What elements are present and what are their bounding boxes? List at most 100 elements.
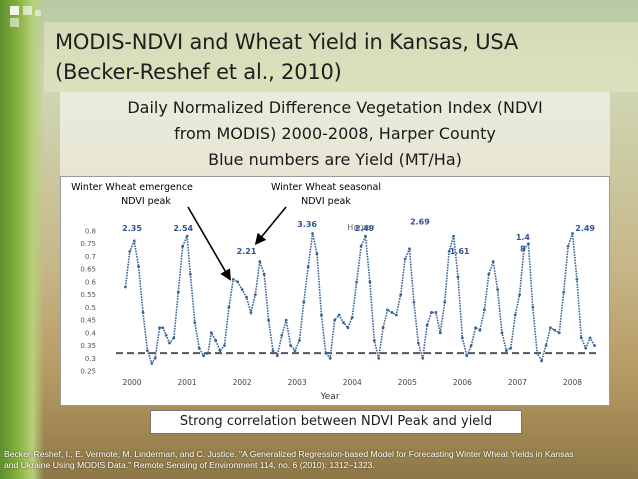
- ndvi-data-point: [172, 336, 176, 340]
- ndvi-data-point: [408, 247, 411, 251]
- ndvi-data-point: [549, 326, 552, 330]
- ndvi-data-point: [584, 346, 588, 350]
- ndvi-data-point: [227, 305, 231, 309]
- conclusion-text: Strong correlation between NDVI Peak and…: [179, 414, 493, 429]
- annotation-emergence-line-1: Winter Wheat emergence: [71, 182, 193, 193]
- ndvi-data-point: [421, 356, 425, 360]
- ndvi-data-point: [328, 356, 332, 360]
- ndvi-data-point: [364, 234, 367, 238]
- slide-title-line-2: (Becker-Reshef et al., 2010): [55, 60, 342, 84]
- ndvi-data-point: [128, 249, 132, 253]
- ndvi-data-point: [320, 313, 323, 317]
- x-tick-label: 2000: [122, 378, 141, 387]
- y-tick-label: 0.3: [85, 355, 96, 363]
- yield-label: 1.4: [516, 233, 531, 242]
- ndvi-data-point: [302, 300, 306, 304]
- ndvi-data-point: [124, 285, 127, 289]
- y-tick-label: 0.55: [80, 291, 96, 299]
- citation-line-1: Becker-Reshef, I., E. Vermote, M. Linder…: [4, 449, 574, 459]
- ndvi-data-point: [372, 339, 376, 342]
- x-tick-label: 2004: [343, 378, 362, 387]
- ndvi-data-point: [553, 328, 557, 332]
- ndvi-data-point: [540, 359, 544, 363]
- ndvi-data-point: [474, 326, 477, 330]
- decorative-square: [10, 6, 19, 15]
- ndvi-data-point: [460, 336, 464, 340]
- yield-label: 2.35: [122, 224, 142, 233]
- ndvi-data-point: [132, 239, 136, 243]
- ndvi-data-point: [240, 288, 244, 291]
- subtitle-line-1: Daily Normalized Difference Vegetation I…: [127, 98, 543, 117]
- ndvi-data-point: [218, 349, 222, 353]
- ndvi-data-point: [284, 318, 288, 322]
- annotation-emergence-line-2: NDVI peak: [121, 196, 171, 207]
- ndvi-data-point: [355, 280, 359, 284]
- ndvi-data-point: [430, 311, 433, 314]
- ndvi-data-point: [566, 244, 570, 248]
- ndvi-data-point: [412, 300, 416, 304]
- chart-background: [60, 176, 610, 406]
- ndvi-data-point: [544, 344, 548, 347]
- yield-label: 2.54: [173, 224, 193, 233]
- ndvi-data-point: [469, 344, 473, 347]
- yield-label: 3.36: [297, 220, 317, 229]
- decorative-wheat-strip: [0, 0, 44, 479]
- ndvi-data-point: [146, 349, 149, 353]
- x-tick-label: 2005: [398, 378, 417, 387]
- ndvi-data-point: [381, 326, 385, 330]
- ndvi-data-point: [456, 275, 460, 279]
- citation-line-2: and Ukraine Using MODIS Data." Remote Se…: [4, 460, 375, 470]
- yield-label: 1.61: [450, 247, 470, 256]
- ndvi-data-point: [289, 344, 292, 347]
- ndvi-data-point: [280, 333, 284, 337]
- ndvi-data-point: [297, 339, 301, 342]
- x-axis-label: Year: [319, 392, 339, 402]
- ndvi-data-point: [562, 290, 566, 294]
- ndvi-chart: Winter Wheat emergence NDVI peak Winter …: [60, 176, 610, 406]
- ndvi-data-point: [527, 242, 530, 246]
- ndvi-data-point: [416, 341, 420, 345]
- annotation-arrow: [254, 206, 287, 245]
- ndvi-data-point: [333, 318, 337, 322]
- yield-label: 2.69: [410, 218, 430, 227]
- ndvi-data-point: [575, 277, 579, 281]
- ndvi-data-point: [197, 346, 201, 350]
- y-tick-label: 0.25: [80, 368, 96, 376]
- citation: Becker-Reshef, I., E. Vermote, M. Linder…: [4, 449, 634, 471]
- yield-label: 2.49: [354, 224, 374, 233]
- ndvi-data-point: [153, 356, 157, 360]
- ndvi-data-point: [258, 260, 262, 263]
- ndvi-data-point: [193, 321, 197, 325]
- annotation-arrow: [187, 206, 231, 281]
- ndvi-data-point: [306, 265, 310, 269]
- ndvi-data-point: [386, 308, 389, 312]
- title-band: [44, 22, 638, 92]
- y-tick-label: 0.4: [85, 329, 97, 337]
- ndvi-data-point: [206, 351, 210, 355]
- ndvi-data-point: [403, 257, 407, 261]
- yield-label: 2.21: [237, 247, 257, 256]
- ndvi-data-point: [579, 336, 583, 340]
- y-tick-label: 0.7: [85, 253, 96, 261]
- ndvi-data-point: [513, 313, 517, 317]
- ndvi-data-point: [185, 234, 189, 238]
- ndvi-data-point: [249, 311, 253, 314]
- ndvi-data-point: [150, 361, 154, 365]
- ndvi-data-point: [168, 341, 171, 345]
- ndvi-data-point: [531, 305, 535, 309]
- ndvi-data-point: [137, 265, 141, 269]
- ndvi-data-point: [509, 346, 513, 350]
- ndvi-data-point: [231, 277, 235, 281]
- ndvi-data-point: [443, 300, 447, 304]
- ndvi-data-point: [267, 318, 270, 322]
- ndvi-data-point: [176, 290, 180, 294]
- chart-panel: [60, 176, 610, 406]
- ndvi-data-point: [223, 344, 226, 347]
- ndvi-data-point: [571, 232, 574, 235]
- ndvi-data-point: [181, 244, 185, 248]
- ndvi-data-point: [161, 326, 165, 330]
- ndvi-data-point: [311, 232, 315, 235]
- ndvi-data-point: [425, 323, 429, 327]
- y-tick-label: 0.6: [85, 278, 97, 286]
- x-tick-label: 2008: [563, 378, 582, 387]
